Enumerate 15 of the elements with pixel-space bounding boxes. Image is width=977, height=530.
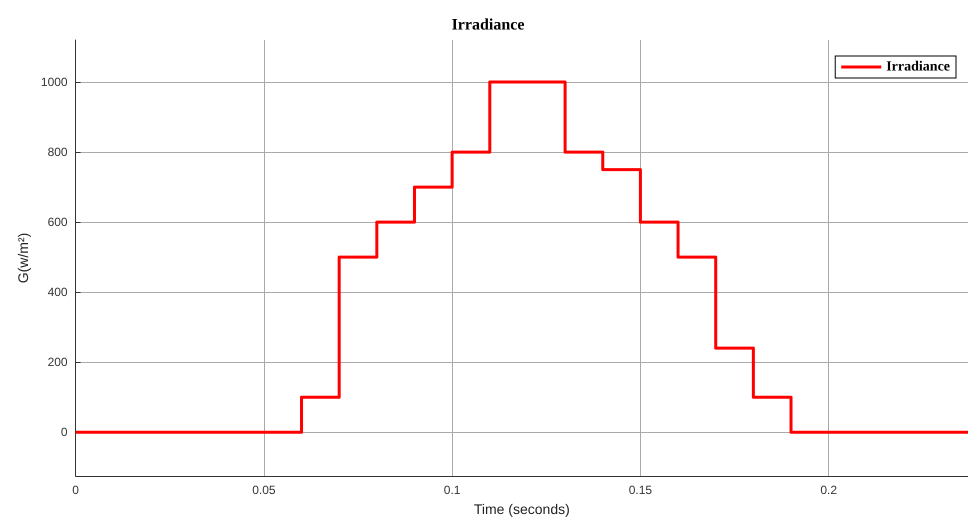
x-axis-title: Time (seconds) (474, 501, 570, 517)
x-tick-label: 0.05 (252, 483, 276, 497)
x-tick-label: 0.2 (820, 483, 838, 497)
y-tick-label: 0 (60, 425, 68, 440)
x-tick-label: 0.1 (444, 483, 461, 497)
x-tick-label: 0.15 (628, 483, 652, 497)
legend-label: Irradiance (886, 60, 950, 74)
y-tick-label: 600 (48, 215, 68, 230)
y-tick-label: 200 (48, 355, 68, 370)
y-tick-label: 1000 (40, 75, 68, 90)
y-tick-label: 400 (48, 285, 68, 300)
x-tick-label: 0 (72, 483, 80, 497)
y-axis-title: G(w/m²) (15, 232, 31, 284)
y-tick-label: 800 (48, 145, 68, 160)
chart-title: Irradiance (452, 16, 524, 34)
